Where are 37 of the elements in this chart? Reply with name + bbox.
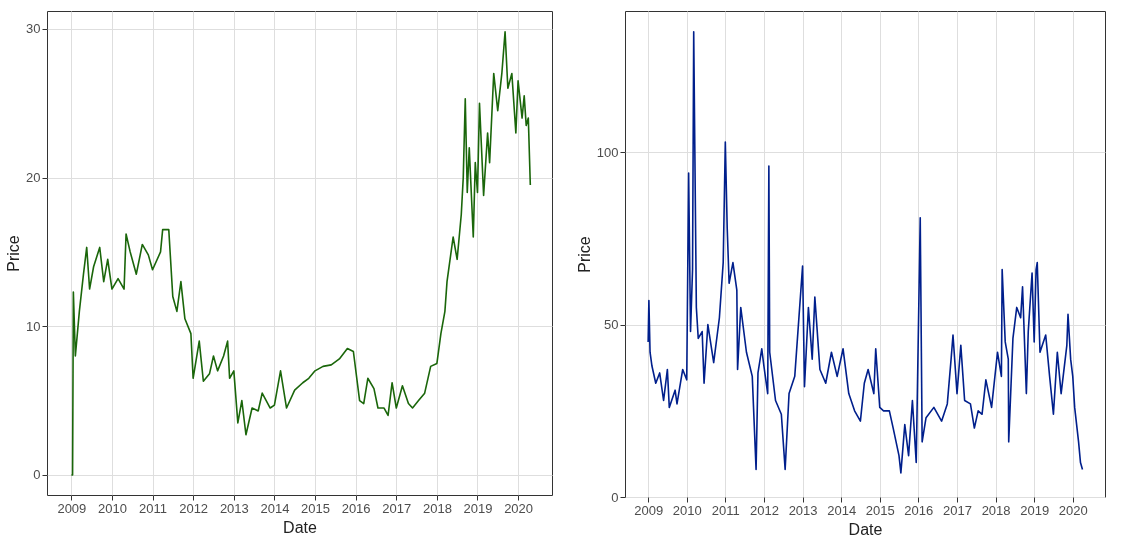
x-tick-label: 2018: [422, 500, 452, 516]
y-tick-label: 50: [604, 317, 619, 333]
x-tick-label: 2013: [788, 502, 818, 518]
x-tick-label: 2010: [672, 502, 702, 518]
x-tick-label: 2018: [981, 502, 1011, 518]
y-tick-label: 20: [26, 170, 41, 186]
x-tick-label: 2011: [711, 502, 740, 518]
line-series: [70, 31, 532, 476]
x-tick-label: 2009: [634, 502, 664, 518]
x-tick-label: 2011: [139, 500, 168, 516]
x-tick-label: 2020: [504, 500, 534, 516]
x-tick-label: 2016: [904, 502, 934, 518]
x-tick-label: 2017: [382, 500, 412, 516]
x-tick-label: 2016: [341, 500, 371, 516]
x-tick-label: 2010: [97, 500, 127, 516]
x-tick-label: 2017: [943, 502, 972, 518]
x-tick-label: 2014: [260, 500, 290, 516]
x-tick-label: 2013: [219, 500, 249, 516]
x-tick-label: 2009: [57, 500, 87, 516]
y-tick-label: 0: [33, 467, 41, 483]
x-tick-label: 2015: [301, 500, 330, 516]
x-tick-label: 2019: [1020, 502, 1050, 518]
x-tick-label: 2012: [179, 500, 209, 516]
x-axis-title: Date: [283, 518, 317, 536]
line-series: [647, 30, 1084, 474]
y-tick-label: 0: [611, 489, 619, 505]
x-tick-label: 2020: [1058, 502, 1088, 518]
x-tick-label: 2012: [749, 502, 779, 518]
x-tick-label: 2014: [827, 502, 857, 518]
y-axis-title: Price: [5, 235, 23, 272]
y-tick-label: 10: [26, 318, 41, 334]
y-tick-label: 100: [596, 144, 619, 160]
y-tick-label: 30: [26, 21, 41, 37]
x-tick-label: 2015: [865, 502, 895, 518]
x-tick-label: 2019: [463, 500, 493, 516]
y-axis-title: Price: [575, 236, 593, 273]
x-axis-title: Date: [848, 520, 883, 538]
